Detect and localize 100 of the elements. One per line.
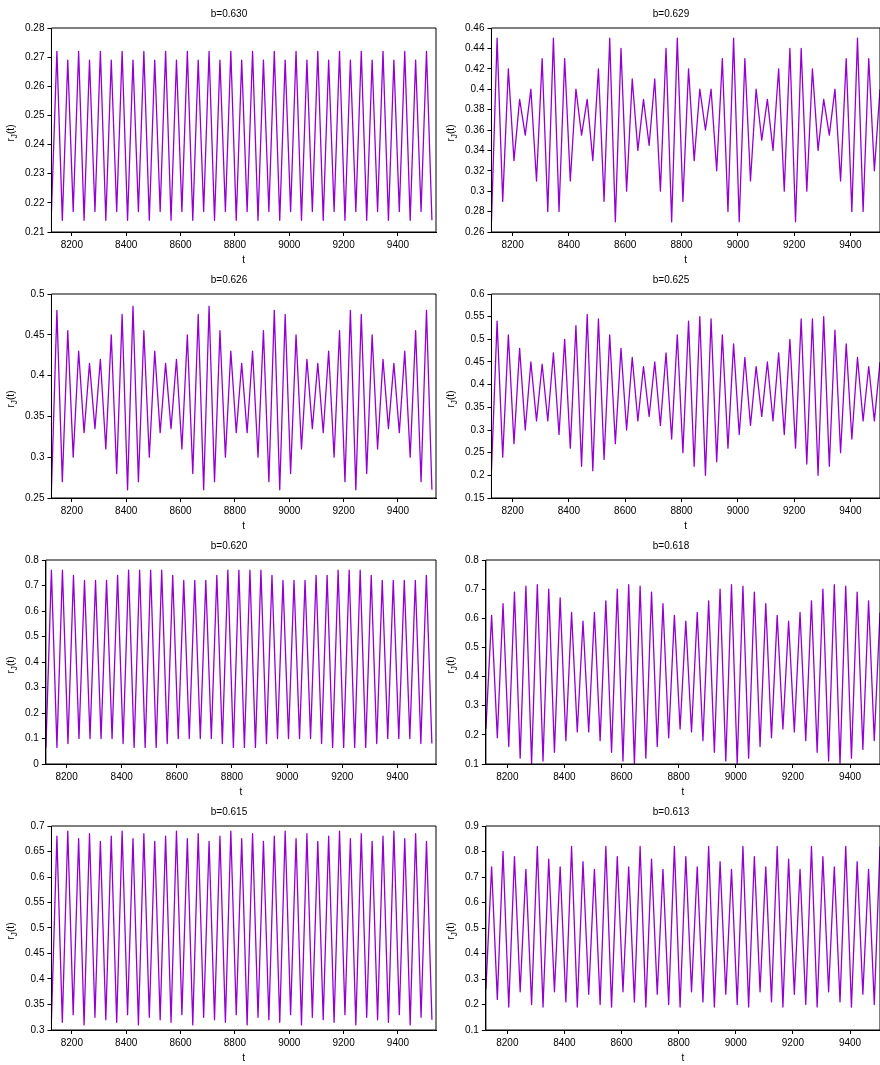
y-tick-label: 0.3 — [465, 972, 480, 984]
x-tick-label: 8800 — [667, 770, 691, 782]
y-tick-label: 0.2 — [465, 728, 480, 740]
y-tick-label: 0.1 — [25, 732, 40, 744]
y-tick-label: 0.26 — [24, 80, 45, 92]
chart-title: b=0.615 — [210, 805, 248, 817]
chart-title: b=0.626 — [210, 273, 248, 285]
x-tick-label: 8800 — [220, 770, 244, 782]
y-tick-label: 0.5 — [465, 921, 480, 933]
y-tick-label: 0.35 — [24, 998, 45, 1010]
y-tick-label: 0.5 — [30, 287, 45, 299]
y-tick-label: 0.1 — [465, 1023, 480, 1035]
y-tick-label: 0.25 — [464, 446, 485, 458]
x-tick-label: 9400 — [386, 770, 409, 782]
y-tick-label: 0.4 — [470, 378, 485, 390]
y-tick-label: 0.22 — [24, 196, 45, 208]
x-axis-title: t — [681, 785, 685, 797]
x-axis-title: t — [242, 1051, 246, 1063]
y-tick-label: 0.7 — [30, 819, 45, 831]
y-tick-label: 0.44 — [464, 42, 485, 54]
y-tick-label: 0.6 — [30, 870, 45, 882]
y-tick-label: 0.6 — [470, 287, 485, 299]
y-tick-label: 0.4 — [465, 670, 480, 682]
x-tick-label: 9000 — [278, 1036, 301, 1048]
x-tick-label: 8600 — [614, 238, 637, 250]
x-tick-label: 9200 — [783, 238, 806, 250]
y-tick-label: 0.3 — [470, 184, 485, 196]
x-tick-label: 8400 — [553, 1036, 576, 1048]
x-tick-label: 8200 — [55, 770, 79, 782]
x-tick-label: 9400 — [386, 1036, 410, 1048]
x-tick-label: 8200 — [60, 238, 84, 250]
x-axis-title: t — [681, 1051, 685, 1063]
x-tick-label: 9000 — [278, 238, 301, 250]
y-tick-label: 0.4 — [30, 369, 45, 381]
y-tick-label: 0.15 — [464, 491, 485, 503]
y-tick-label: 0.32 — [464, 164, 485, 176]
x-tick-label: 8200 — [60, 1036, 84, 1048]
y-tick-label: 0.21 — [24, 225, 45, 237]
y-tick-label: 0.45 — [24, 947, 45, 959]
y-tick-label: 0.3 — [25, 681, 40, 693]
y-tick-label: 0.28 — [24, 21, 45, 33]
y-tick-label: 0.8 — [465, 553, 480, 565]
x-tick-label: 8400 — [553, 770, 576, 782]
x-tick-label: 9000 — [726, 238, 750, 250]
x-tick-label: 9400 — [386, 504, 410, 516]
x-axis-title: t — [684, 253, 688, 265]
y-tick-label: 0.25 — [24, 109, 45, 121]
x-tick-label: 9000 — [724, 1036, 748, 1048]
y-tick-label: 0.5 — [30, 921, 45, 933]
y-tick-label: 0.55 — [24, 896, 45, 908]
x-tick-label: 8600 — [169, 504, 193, 516]
x-tick-label: 8800 — [670, 238, 694, 250]
x-axis-title: t — [242, 253, 246, 265]
y-tick-label: 0.27 — [24, 50, 45, 62]
y-tick-label: 0.7 — [25, 579, 40, 591]
y-tick-label: 0.2 — [25, 706, 40, 718]
x-tick-label: 8600 — [169, 1036, 193, 1048]
y-tick-label: 0.3 — [30, 1023, 45, 1035]
y-tick-label: 0.65 — [24, 845, 45, 857]
x-tick-label: 8400 — [110, 770, 134, 782]
x-tick-label: 9200 — [783, 504, 806, 516]
y-tick-label: 0.5 — [465, 641, 480, 653]
x-tick-label: 9400 — [838, 1036, 862, 1048]
x-tick-label: 8800 — [670, 504, 694, 516]
x-tick-label: 8400 — [557, 504, 581, 516]
chart-title: b=0.629 — [652, 7, 690, 19]
y-tick-label: 0.42 — [464, 62, 485, 74]
x-axis-title: t — [242, 519, 246, 531]
x-tick-label: 9200 — [781, 770, 805, 782]
x-tick-label: 8200 — [496, 1036, 519, 1048]
y-tick-label: 0.4 — [30, 972, 45, 984]
y-tick-label: 0.46 — [464, 21, 485, 33]
x-tick-label: 8600 — [610, 1036, 634, 1048]
y-tick-label: 0.2 — [470, 469, 485, 481]
x-tick-label: 9000 — [724, 770, 748, 782]
y-tick-label: 0.4 — [470, 82, 485, 94]
y-tick-label: 0.9 — [465, 819, 480, 831]
x-tick-label: 9400 — [838, 770, 862, 782]
y-tick-label: 0.3 — [470, 423, 485, 435]
x-axis-title: t — [239, 785, 243, 797]
x-tick-label: 8600 — [614, 504, 637, 516]
y-tick-label: 0.5 — [25, 630, 40, 642]
x-tick-label: 9000 — [726, 504, 750, 516]
x-tick-label: 9000 — [276, 770, 299, 782]
x-tick-label: 9000 — [278, 504, 301, 516]
y-tick-label: 0.6 — [465, 612, 480, 624]
y-tick-label: 0.8 — [465, 845, 480, 857]
x-tick-label: 8200 — [501, 238, 525, 250]
y-tick-label: 0 — [33, 757, 40, 769]
y-tick-label: 0.3 — [465, 699, 480, 711]
y-tick-label: 0.6 — [25, 604, 40, 616]
y-tick-label: 0.38 — [464, 103, 485, 115]
chart-title: b=0.618 — [652, 539, 690, 551]
y-tick-label: 0.24 — [24, 138, 45, 150]
chart-title: b=0.625 — [652, 273, 690, 285]
y-tick-label: 0.4 — [25, 655, 40, 667]
x-tick-label: 8800 — [223, 1036, 247, 1048]
y-tick-label: 0.55 — [464, 310, 485, 322]
x-tick-label: 9400 — [839, 238, 862, 250]
y-tick-label: 0.35 — [464, 401, 485, 413]
